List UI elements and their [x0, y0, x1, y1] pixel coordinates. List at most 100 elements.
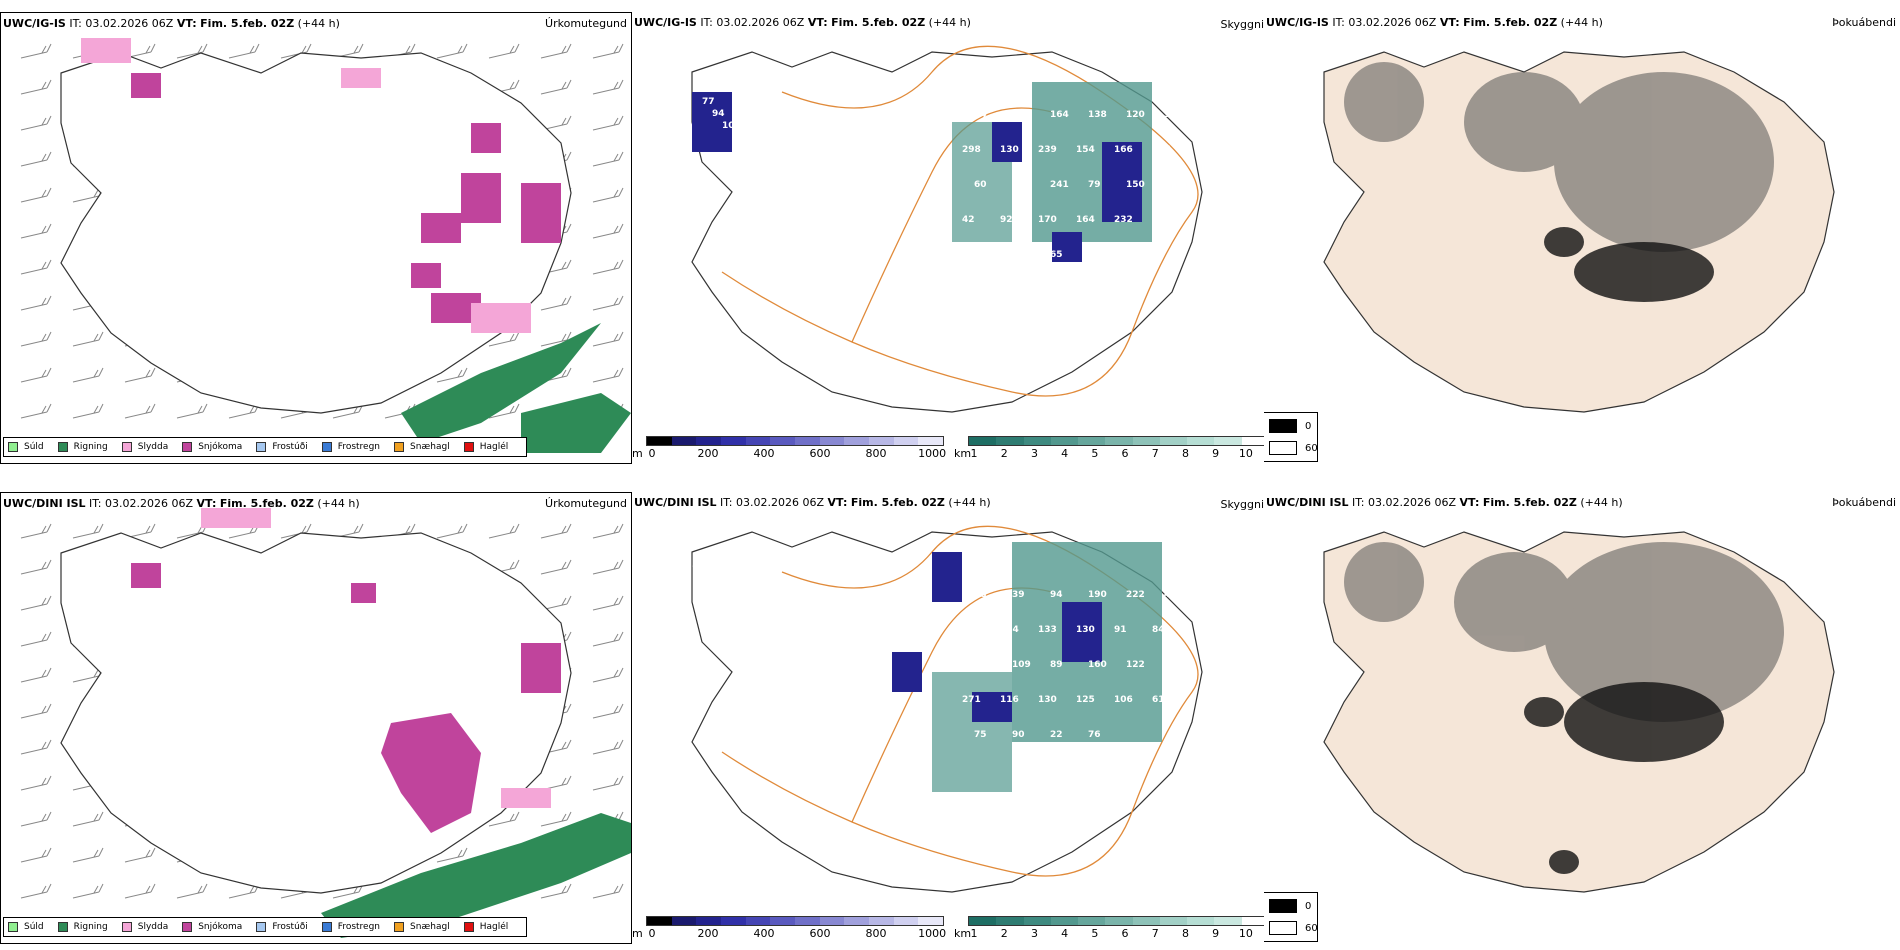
- wind-barb: [488, 403, 520, 419]
- panel-header: UWC/DINI ISL IT: 03.02.2026 06Z VT: Fim.…: [634, 496, 991, 509]
- panel-header: UWC/IG-IS IT: 03.02.2026 06Z VT: Fim. 5.…: [634, 16, 971, 29]
- visibility-label: 10: [742, 145, 755, 155]
- wind-barb: [592, 79, 624, 95]
- legend-label: Haglél: [479, 922, 509, 932]
- colorbar-tick-label: 1000: [918, 447, 947, 460]
- vt-value: Fim. 5.feb. 02Z: [1482, 496, 1577, 509]
- wind-barb: [592, 667, 624, 683]
- visibility-label: 75: [974, 730, 987, 740]
- wind-barb: [20, 115, 52, 131]
- wind-barb: [72, 811, 104, 827]
- snow-areas: [131, 563, 561, 833]
- colorbar-step: [969, 437, 997, 445]
- wind-barb: [592, 559, 624, 575]
- colorbar-step: [1050, 437, 1079, 445]
- model-name: UWC/IG-IS: [634, 16, 697, 29]
- legend-item: Frostregn: [321, 922, 380, 932]
- visibility-label: 18: [692, 85, 705, 95]
- colorbar-boxes: [968, 916, 1264, 926]
- lead-time: (+44 h): [1580, 496, 1623, 509]
- visibility-label: 61: [1152, 695, 1165, 705]
- visibility-label: 190: [1088, 590, 1107, 600]
- colorbar-step: [1078, 437, 1106, 445]
- visibility-label: 86: [702, 577, 715, 587]
- visibility-panel-top: 18 77 94 10 18 10 94 10 164 138 120 386 298 130 239 154…: [632, 12, 1264, 464]
- colorbar-step: [969, 917, 997, 925]
- legend-label: Frostúði: [272, 442, 308, 452]
- colorbar-step: [844, 917, 870, 925]
- visibility-label: 10: [1012, 110, 1025, 120]
- visibility-label: 106: [1114, 695, 1133, 705]
- visibility-label: 113: [962, 625, 981, 635]
- wind-barb: [436, 523, 468, 539]
- wind-barb: [176, 43, 208, 59]
- wind-barb: [592, 631, 624, 647]
- visibility-label: 79: [1088, 180, 1101, 190]
- it-label: IT:: [700, 16, 713, 29]
- wind-barb: [20, 187, 52, 203]
- precip-type-panel-bottom: UWC/DINI ISL IT: 03.02.2026 06Z VT: Fim.…: [0, 492, 632, 944]
- it-label: IT:: [1352, 496, 1365, 509]
- legend-item: Snjókoma: [182, 442, 242, 452]
- colorbar-step: [647, 437, 672, 445]
- it-value: 03.02.2026 06Z: [1368, 496, 1457, 509]
- fog-legend-label: 60: [1305, 442, 1318, 454]
- visibility-label: 78: [974, 590, 987, 600]
- colorbar-ticks: 1 2 3 4 5 6 7 8 9 10: [968, 447, 1264, 461]
- wind-barb: [592, 703, 624, 719]
- it-value: 03.02.2026 06Z: [716, 16, 805, 29]
- legend-label: Slydda: [137, 922, 169, 932]
- lead-time: (+44 h): [317, 497, 360, 510]
- vt-label: VT:: [196, 497, 217, 510]
- rain-areas: [321, 813, 631, 938]
- model-name: UWC/IG-IS: [1266, 16, 1329, 29]
- colorbar-tick-label: 400: [753, 447, 775, 460]
- visibility-label: 72: [692, 565, 705, 575]
- wind-barb: [72, 523, 104, 539]
- road-network: [721, 525, 1199, 877]
- visibility-map-bottom: 72 86 66 75 75 97 78 39 94 190 222 44 113 234 133 130 91…: [691, 525, 1203, 893]
- visibility-label: 234: [1000, 625, 1019, 635]
- wind-barb: [540, 79, 572, 95]
- visibility-label: 106: [1164, 180, 1183, 190]
- fog-legend-swatch: [1269, 899, 1297, 913]
- vt-value: Fim. 5.feb. 02Z: [850, 496, 945, 509]
- wind-barb: [540, 775, 572, 791]
- colorbar-boxes: [646, 436, 944, 446]
- wind-barb: [436, 367, 468, 383]
- wind-barb: [20, 631, 52, 647]
- legend-label: Snæhagl: [410, 922, 450, 932]
- visibility-label: 166: [1114, 145, 1133, 155]
- colorbar-step: [1159, 917, 1188, 925]
- colorbar-step: [1050, 917, 1079, 925]
- vt-label: VT:: [176, 17, 197, 30]
- wind-barb: [592, 523, 624, 539]
- wind-barb: [72, 331, 104, 347]
- wind-barb: [592, 331, 624, 347]
- wind-barb: [436, 847, 468, 863]
- visibility-label: 130: [1000, 145, 1019, 155]
- colorbar-tick-label: 8: [1181, 927, 1189, 940]
- vt-value: Fim. 5.feb. 02Z: [219, 497, 314, 510]
- colorbar-tick-label: 5: [1091, 927, 1099, 940]
- colorbar-step: [1187, 437, 1215, 445]
- wind-barb: [540, 559, 572, 575]
- colorbar-tick-label: 6: [1121, 927, 1129, 940]
- colorbar-tick-label: 4: [1061, 447, 1069, 460]
- visibility-label: 187: [1012, 180, 1031, 190]
- colorbar-ticks: 1 2 3 4 5 6 7 8 9 10: [968, 927, 1264, 941]
- colorbar-tick-label: 10: [1238, 447, 1253, 460]
- colorbar-ticks: 0 200 400 600 800 1000: [646, 927, 946, 941]
- visibility-value-labels: 72 86 66 75 75 97 78 39 94 190 222 44 113 234 133 130 91…: [692, 565, 1183, 740]
- wind-barb: [124, 847, 156, 863]
- it-label: IT:: [720, 496, 733, 509]
- colorbar-tick-label: 6: [1121, 447, 1129, 460]
- sleet-areas: [201, 508, 551, 808]
- wind-barb: [20, 79, 52, 95]
- visibility-label: 160: [1088, 660, 1107, 670]
- colorbar-tick-label: 600: [809, 447, 831, 460]
- wind-barb: [540, 43, 572, 59]
- fog-legend-row: 60: [1269, 921, 1318, 935]
- sleet-areas: [81, 38, 531, 333]
- visibility-label: 109: [1012, 660, 1031, 670]
